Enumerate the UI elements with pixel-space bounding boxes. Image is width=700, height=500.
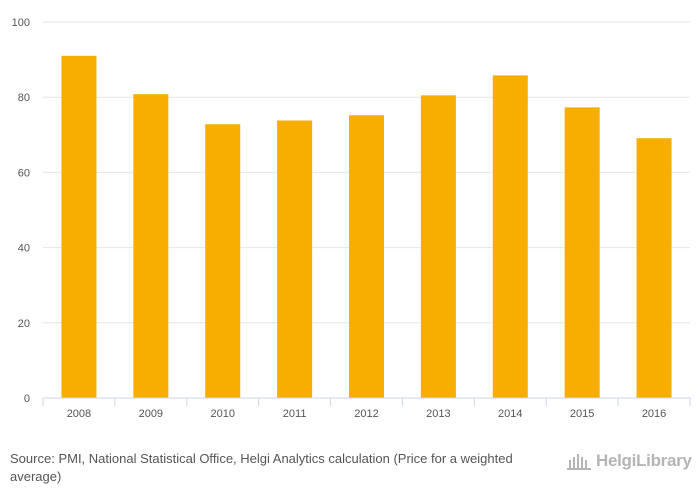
bar-2009 <box>133 94 169 398</box>
y-tick-label: 20 <box>18 318 30 330</box>
x-tick-label: 2010 <box>210 408 234 420</box>
y-tick-label: 100 <box>12 17 30 29</box>
logo-text: HelgiLibrary <box>596 451 692 470</box>
bar-2014 <box>492 75 528 398</box>
source-text: PMI, National Statistical Office, Helgi … <box>10 451 513 484</box>
x-tick-label: 2009 <box>139 408 163 420</box>
bar-2015 <box>564 107 600 399</box>
y-tick-label: 40 <box>18 243 30 255</box>
bar-chart: 0 20 40 60 80 100 2008 2009 2010 2011 2012 2013 201… <box>12 17 691 420</box>
bars <box>61 55 672 399</box>
y-tick-label: 0 <box>24 393 30 405</box>
y-tick-label: 60 <box>18 167 30 179</box>
x-axis: 2008 2009 2010 2011 2012 2013 2014 2015 2016 <box>42 398 691 420</box>
bar-2011 <box>277 120 313 399</box>
y-axis: 0 20 40 60 80 100 <box>12 17 30 405</box>
bar-2012 <box>349 115 384 399</box>
x-tick-label: 2015 <box>570 408 594 420</box>
x-tick-label: 2011 <box>283 408 307 420</box>
x-tick-label: 2013 <box>426 408 450 420</box>
bar-2008 <box>61 55 97 399</box>
source-note: Source: PMI, National Statistical Office… <box>10 450 530 486</box>
bar-2010 <box>205 124 241 398</box>
x-tick-label: 2016 <box>642 408 666 420</box>
library-building-icon <box>567 454 591 470</box>
x-tick-label: 2008 <box>67 408 91 420</box>
bar-2016 <box>636 138 672 398</box>
source-label: Source: <box>10 451 55 466</box>
y-tick-label: 80 <box>18 92 30 104</box>
x-tick-label: 2012 <box>354 408 378 420</box>
x-tick-label: 2014 <box>498 408 522 420</box>
helgi-library-logo: HelgiLibrary <box>566 450 692 472</box>
bar-2013 <box>420 95 456 398</box>
